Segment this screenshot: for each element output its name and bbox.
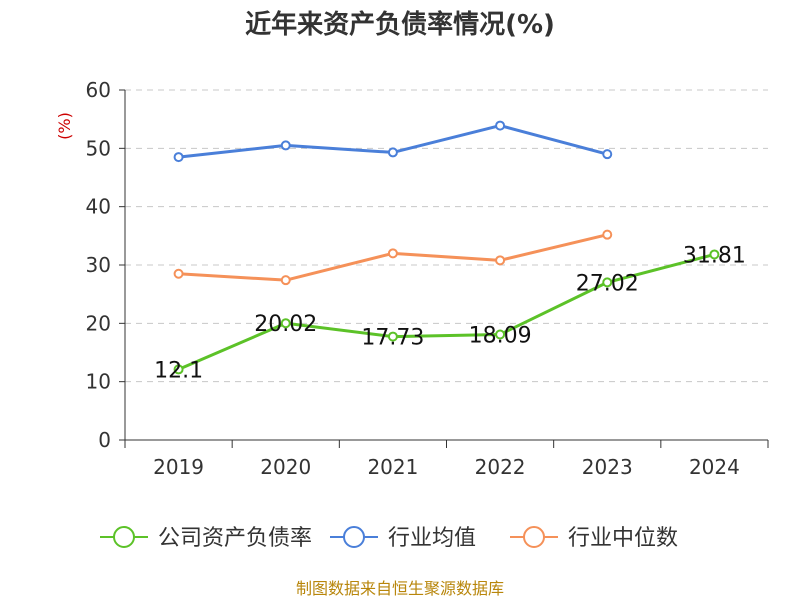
x-tick-label: 2021: [367, 455, 418, 479]
legend-item-0[interactable]: 公司资产负债率: [100, 526, 312, 551]
data-point: [280, 140, 291, 151]
y-axis-unit: (%): [55, 112, 74, 140]
data-point: [387, 331, 398, 342]
data-point: [602, 277, 613, 288]
data-point: [387, 147, 398, 158]
data-label: 27.02: [576, 271, 639, 296]
series-line-0: [177, 252, 715, 371]
data-point: [495, 329, 506, 340]
grid: [125, 89, 768, 383]
y-tick-label: 0: [98, 428, 111, 452]
x-tick-label: 2023: [582, 455, 633, 479]
legend-label: 行业中位数: [568, 526, 678, 551]
series-layer: [173, 120, 720, 375]
data-point: [280, 275, 291, 286]
data-point: [709, 249, 720, 260]
legend-marker: [523, 526, 545, 548]
x-tick-label: 2024: [689, 455, 740, 479]
data-label: 20.02: [254, 312, 317, 337]
data-label: 18.09: [469, 323, 532, 348]
data-labels: 12.1 20.02 17.73 18.09 27.02 31.81: [154, 243, 746, 383]
legend-item-1[interactable]: 行业均值: [330, 526, 476, 551]
data-point: [280, 318, 291, 329]
x-tick-label: 2019: [153, 455, 204, 479]
x-tick-label: 2020: [260, 455, 311, 479]
data-point: [173, 152, 184, 163]
y-tick-label: 30: [86, 253, 111, 277]
data-point: [495, 255, 506, 266]
y-tick-label: 60: [86, 78, 111, 102]
legend[interactable]: 公司资产负债率 行业均值 行业中位数: [100, 526, 678, 551]
legend-marker: [113, 526, 135, 548]
data-label: 31.81: [683, 243, 746, 268]
data-point: [495, 120, 506, 131]
y-tick-label: 20: [86, 311, 111, 335]
legend-label: 行业均值: [388, 526, 476, 551]
data-point: [602, 149, 613, 160]
legend-marker: [343, 526, 365, 548]
chart-title: 近年来资产负债率情况(%): [245, 9, 555, 40]
data-point: [173, 268, 184, 279]
y-tick-label: 10: [86, 370, 111, 394]
data-point: [602, 229, 613, 240]
data-label: 17.73: [361, 326, 424, 351]
legend-label: 公司资产负债率: [158, 526, 312, 551]
data-label: 12.1: [154, 358, 203, 383]
y-tick-label: 50: [86, 136, 111, 160]
y-tick-label: 40: [86, 195, 111, 219]
x-tick-label: 2022: [475, 455, 526, 479]
axes: 0 10 20 30 40 50 60 2019 2020 2021 2022 2023 2024: [86, 78, 769, 479]
data-point: [173, 364, 184, 375]
data-point: [387, 248, 398, 259]
source-note: 制图数据来自恒生聚源数据库: [296, 579, 504, 598]
legend-item-2[interactable]: 行业中位数: [510, 526, 678, 551]
